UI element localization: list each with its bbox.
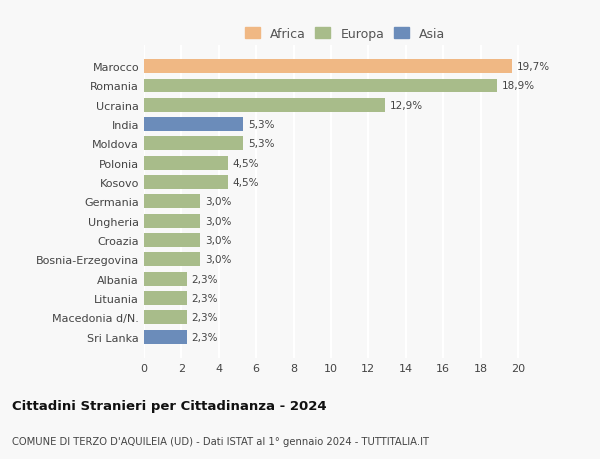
Text: 2,3%: 2,3% — [191, 293, 218, 303]
Bar — [144, 99, 385, 112]
Text: 3,0%: 3,0% — [205, 255, 231, 265]
Text: 2,3%: 2,3% — [191, 332, 218, 342]
Text: 19,7%: 19,7% — [517, 62, 550, 72]
Bar — [144, 157, 228, 170]
Bar — [144, 272, 187, 286]
Bar — [144, 291, 187, 305]
Text: 5,3%: 5,3% — [248, 120, 274, 130]
Bar — [144, 60, 512, 74]
Bar — [144, 234, 200, 247]
Text: 3,0%: 3,0% — [205, 197, 231, 207]
Bar — [144, 195, 200, 209]
Text: 2,3%: 2,3% — [191, 313, 218, 323]
Text: 18,9%: 18,9% — [502, 81, 535, 91]
Bar — [144, 137, 243, 151]
Bar — [144, 118, 243, 132]
Text: 12,9%: 12,9% — [390, 101, 423, 111]
Text: Cittadini Stranieri per Cittadinanza - 2024: Cittadini Stranieri per Cittadinanza - 2… — [12, 399, 326, 412]
Bar — [144, 214, 200, 228]
Text: 2,3%: 2,3% — [191, 274, 218, 284]
Text: 3,0%: 3,0% — [205, 216, 231, 226]
Bar — [144, 79, 497, 93]
Bar — [144, 311, 187, 325]
Legend: Africa, Europa, Asia: Africa, Europa, Asia — [241, 24, 449, 45]
Bar — [144, 253, 200, 267]
Bar — [144, 330, 187, 344]
Text: 5,3%: 5,3% — [248, 139, 274, 149]
Text: 3,0%: 3,0% — [205, 235, 231, 246]
Bar — [144, 176, 228, 190]
Text: COMUNE DI TERZO D'AQUILEIA (UD) - Dati ISTAT al 1° gennaio 2024 - TUTTITALIA.IT: COMUNE DI TERZO D'AQUILEIA (UD) - Dati I… — [12, 436, 429, 446]
Text: 4,5%: 4,5% — [233, 178, 259, 188]
Text: 4,5%: 4,5% — [233, 158, 259, 168]
